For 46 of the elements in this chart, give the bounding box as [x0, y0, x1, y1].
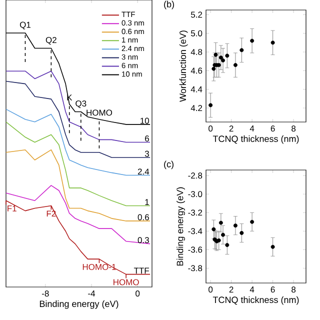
- x-axis-title: TCNQ thickness (nm): [212, 135, 299, 144]
- annotation: TTF: [134, 268, 149, 274]
- annotation: F1: [8, 206, 16, 212]
- x-tick-label: 8: [292, 126, 296, 132]
- x-axis-title: Binding energy (eV): [40, 300, 118, 309]
- annotation: HOMO: [86, 110, 112, 116]
- y-tick-label: 4.2: [190, 105, 202, 111]
- x-tick-label: -8: [42, 290, 49, 297]
- x-tick-label: 4: [250, 126, 254, 132]
- y-tick-label: 5.0: [191, 30, 202, 36]
- x-tick-label: 2: [229, 286, 234, 292]
- y-axis-title: Workfunction (eV): [179, 30, 188, 102]
- annotation: 0.3: [138, 237, 149, 244]
- x-tick-label: 8: [292, 286, 296, 293]
- y-tick-label: -3.0: [188, 191, 202, 198]
- annotation: 6: [145, 136, 149, 142]
- y-tick-label: -2.8: [188, 172, 202, 179]
- annotation: 10: [140, 118, 150, 124]
- annotation: 1: [145, 199, 149, 206]
- x-tick-label: 0: [208, 126, 213, 132]
- y-axis-title: Binding energy (eV): [176, 187, 185, 266]
- chart-title: (b): [164, 0, 174, 10]
- y-tick-label: -3.6: [188, 246, 202, 253]
- y-tick-label: 4.4: [190, 86, 202, 92]
- chart-title: (c): [164, 160, 174, 170]
- x-tick-label: 6: [270, 126, 275, 132]
- annotation: HOMO: [114, 279, 139, 286]
- y-tick-label: -3.8: [188, 265, 202, 272]
- x-tick-label: -4: [88, 290, 96, 296]
- annotation: 3: [144, 150, 149, 157]
- y-tick-label: -3.4: [188, 228, 202, 234]
- x-tick-label: 6: [270, 286, 275, 293]
- annotation: Q3: [76, 100, 86, 108]
- annotation: 0.6: [138, 214, 149, 220]
- x-tick-label: 2: [229, 126, 234, 132]
- y-tick-label: 4.8: [190, 48, 202, 55]
- annotation: 2.4: [138, 168, 150, 175]
- x-tick-label: 0: [208, 286, 213, 293]
- y-tick-label: -3.2: [188, 210, 202, 216]
- annotation: Q1: [20, 22, 30, 30]
- y-tick-label: 5.2: [191, 12, 202, 18]
- x-tick-label: 0: [136, 290, 140, 297]
- x-tick-label: 4: [250, 286, 254, 292]
- x-axis-title: TCNQ thickness (nm): [212, 296, 299, 305]
- annotation: Q2: [46, 37, 56, 45]
- y-tick-label: 4.6: [190, 68, 202, 74]
